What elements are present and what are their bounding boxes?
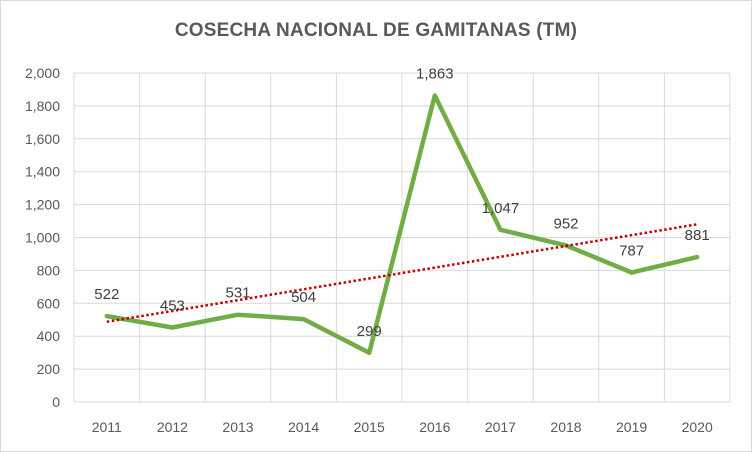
data-label: 952 [553, 215, 578, 232]
y-tick-label: 600 [37, 295, 61, 311]
data-label: 453 [160, 297, 185, 314]
x-tick-label: 2013 [222, 419, 253, 435]
x-tick-label: 2014 [288, 419, 319, 435]
y-tick-label: 2,000 [25, 65, 60, 81]
y-tick-label: 1,800 [25, 98, 60, 114]
x-tick-label: 2016 [419, 419, 450, 435]
data-label: 1,047 [482, 200, 520, 217]
chart-title: COSECHA NACIONAL DE GAMITANAS (TM) [174, 20, 578, 41]
y-tick-label: 1,400 [25, 164, 60, 180]
data-label: 1,863 [416, 66, 454, 83]
y-tick-label: 400 [37, 328, 61, 344]
y-tick-label: 800 [37, 262, 61, 278]
y-tick-label: 1,000 [25, 230, 60, 246]
y-tick-label: 1,200 [25, 197, 60, 213]
x-tick-label: 2011 [92, 419, 122, 435]
x-tick-label: 2020 [682, 419, 713, 435]
y-tick-label: 1,600 [25, 131, 60, 147]
data-label: 787 [619, 243, 644, 260]
x-tick-label: 2019 [616, 419, 647, 435]
y-tick-label: 0 [52, 394, 60, 410]
series-line [104, 93, 700, 356]
x-tick-label: 2015 [354, 419, 385, 435]
data-label: 299 [357, 323, 382, 340]
data-label: 881 [685, 227, 710, 244]
x-tick-label: 2012 [157, 419, 188, 435]
data-label: 504 [291, 289, 316, 306]
x-tick-label: 2017 [485, 419, 516, 435]
x-tick-label: 2018 [550, 419, 581, 435]
data-label: 522 [94, 286, 119, 303]
y-tick-label: 200 [37, 361, 61, 377]
data-label: 531 [225, 285, 250, 302]
